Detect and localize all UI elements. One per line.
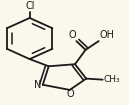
Text: CH₃: CH₃ <box>104 75 121 84</box>
Text: O: O <box>68 30 76 40</box>
Text: OH: OH <box>99 30 114 40</box>
Text: Cl: Cl <box>26 1 35 11</box>
Text: O: O <box>67 89 74 98</box>
Text: N: N <box>34 80 41 90</box>
